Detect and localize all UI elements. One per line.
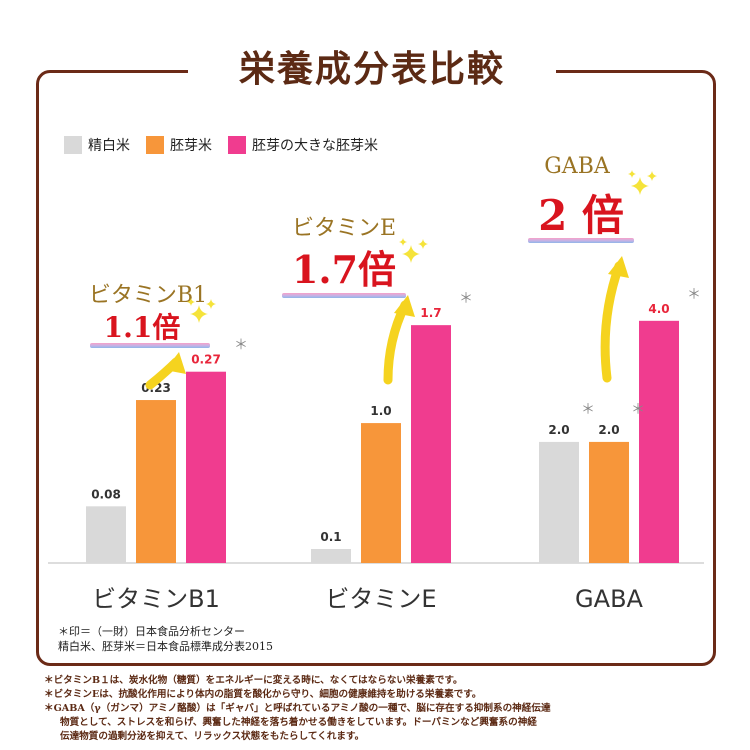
- x-tick-label-2: GABA: [575, 585, 643, 613]
- page-title: 栄養成分表比較: [238, 48, 505, 90]
- bar-value-label-0-2: 0.27: [191, 353, 221, 367]
- bar-value-label-2-1: 2.0: [598, 423, 619, 437]
- sparkle-icon-1-c: [399, 238, 407, 246]
- asterisk-0-2: ＊: [234, 338, 248, 354]
- legend-swatch-large-germ: [228, 136, 246, 154]
- note-gaba-cont-2: 伝達物質の過剰分泌を抑えて、リラックス状態をもたらしてくれます。: [60, 731, 365, 742]
- source-footnote: ＊印＝（一財）日本食品分析センター 精白米、胚芽米＝日本食品標準成分表2015: [58, 624, 273, 654]
- sparkle-icon-0-c: [187, 298, 195, 306]
- callout-arrowhead-2: [608, 256, 629, 278]
- note-b1: ＊ビタミンB１は、炭水化物（糖質）をエネルギーに変える時に、なくてはならない栄養…: [44, 675, 463, 686]
- bar-value-label-2-2: 4.0: [648, 302, 669, 316]
- callout-ratio-2: 2 倍: [538, 191, 624, 240]
- bar-value-label-1-1: 1.0: [370, 404, 391, 418]
- bar-2-0: [539, 441, 579, 563]
- bar-2-2: [639, 320, 679, 563]
- asterisk-2-0: ＊: [581, 402, 595, 418]
- callout-name-1: ビタミンE: [292, 216, 396, 241]
- bar-0-0: [86, 506, 126, 563]
- x-tick-label-0: ビタミンB1: [92, 585, 220, 613]
- asterisk-2-1: ＊: [631, 402, 645, 418]
- callout-arrow-2: [600, 261, 624, 383]
- legend-label-germ: 胚芽米: [170, 138, 212, 154]
- asterisk-1-2: ＊: [459, 291, 473, 307]
- bar-1-0: [311, 549, 351, 563]
- note-gaba: ＊GABA（γ（ガンマ）アミノ酪酸）は「ギャバ」と呼ばれているアミノ酸の一種で、…: [44, 703, 551, 714]
- note-e: ＊ビタミンEは、抗酸化作用により体内の脂質を酸化から守り、細胞の健康維持を助ける…: [44, 689, 482, 700]
- callout-arrowhead-0: [165, 352, 186, 374]
- callout-underline-1: [282, 293, 406, 298]
- callout-arrowhead-1: [394, 295, 415, 317]
- callout-name-2: GABA: [544, 154, 611, 179]
- legend-swatch-polished: [64, 136, 82, 154]
- bar-value-label-1-0: 0.1: [320, 530, 341, 544]
- sparkle-icon-1-b: [418, 239, 428, 249]
- sparkle-icon-0-b: [206, 299, 216, 309]
- bar-1-1: [361, 423, 401, 563]
- legend-item-germ: 胚芽米: [146, 135, 212, 155]
- source-line-1: ＊印＝（一財）日本食品分析センター: [58, 625, 245, 638]
- asterisk-2-2: ＊: [687, 287, 701, 303]
- bar-0-1: [136, 400, 176, 563]
- legend-label-polished: 精白米: [88, 138, 130, 154]
- note-gaba-cont-1: 物質として、ストレスを和らげ、興奮した神経を落ち着かせる働きをしています。ドーパ…: [60, 717, 537, 728]
- bar-1-2: [411, 325, 451, 563]
- sparkle-icon-2-b: [647, 171, 657, 181]
- x-tick-label-1: ビタミンE: [325, 585, 436, 613]
- legend: 精白米 胚芽米 胚芽の大きな胚芽米: [64, 134, 378, 156]
- sparkle-icon-2-a: [631, 177, 649, 195]
- sparkle-icon-0-a: [190, 305, 208, 323]
- callout-underline-2: [528, 238, 634, 243]
- explanatory-notes: ＊ビタミンB１は、炭水化物（糖質）をエネルギーに変える時に、なくてはならない栄養…: [44, 674, 734, 744]
- bar-value-label-0-0: 0.08: [91, 487, 121, 501]
- callout-ratio-1: 1.7倍: [292, 247, 396, 292]
- legend-item-polished: 精白米: [64, 135, 130, 155]
- callout-ratio-0: 1.1倍: [104, 311, 181, 344]
- sparkle-icon-2-c: [628, 170, 636, 178]
- title-backdrop: [188, 44, 556, 94]
- callout-underline-0: [90, 343, 210, 348]
- bar-value-label-1-2: 1.7: [420, 306, 441, 320]
- sparkle-icon-1-a: [402, 245, 420, 263]
- bar-value-label-2-0: 2.0: [548, 423, 569, 437]
- bar-2-1: [589, 441, 629, 563]
- legend-swatch-germ: [146, 136, 164, 154]
- legend-item-large-germ: 胚芽の大きな胚芽米: [228, 135, 378, 155]
- callout-arrow-1: [383, 300, 410, 385]
- callout-name-0: ビタミンB1: [89, 283, 207, 308]
- legend-label-large-germ: 胚芽の大きな胚芽米: [252, 138, 378, 154]
- bar-0-2: [186, 371, 226, 563]
- source-line-2: 精白米、胚芽米＝日本食品標準成分表2015: [58, 640, 273, 653]
